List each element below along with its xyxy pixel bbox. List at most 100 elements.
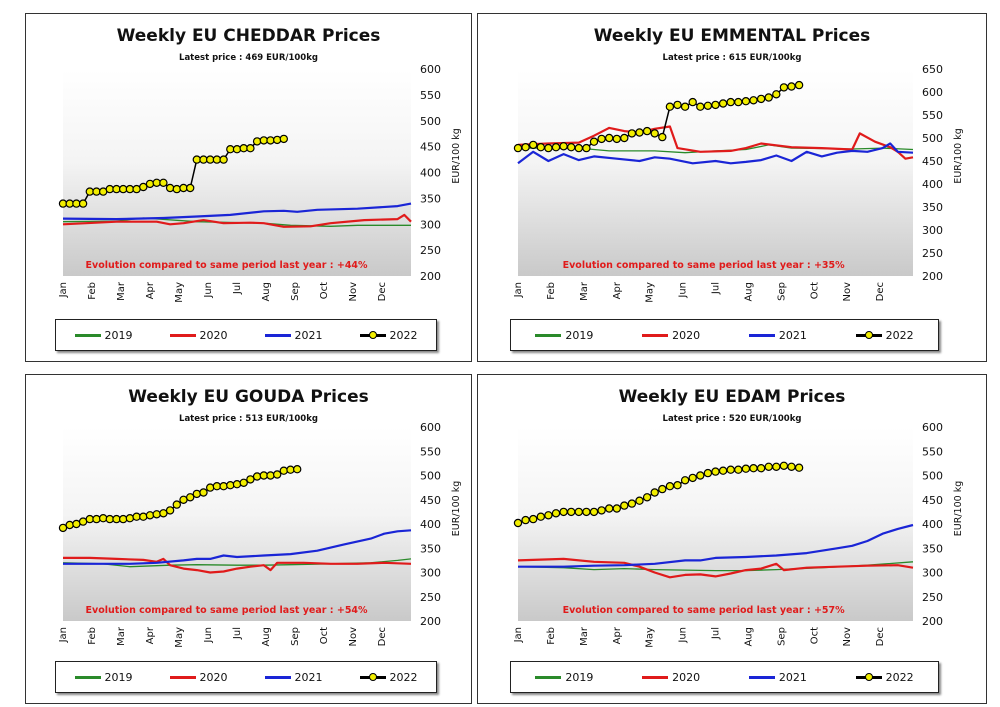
x-tick-label: Nov (348, 627, 359, 647)
series-2021-line (518, 523, 914, 568)
series-2022-point (665, 102, 675, 111)
x-tick-label: Mar (579, 626, 590, 646)
legend-label: 2021 (778, 670, 807, 684)
series-2022-point (597, 506, 606, 515)
series-2022-point (764, 462, 773, 472)
series-2022-point (726, 97, 735, 107)
legend-swatch (535, 675, 562, 679)
series-2022-point (718, 466, 728, 475)
plot-area (518, 69, 913, 276)
series-2022-point (574, 143, 584, 153)
x-tick-label: Apr (612, 281, 623, 299)
series-2022-point (559, 142, 568, 151)
y-tick-label: 550 (420, 445, 441, 458)
x-tick-label: Jan (513, 627, 524, 643)
series-2022-point (559, 507, 568, 517)
legend-item-2022: 2022 (855, 329, 914, 342)
x-tick-label: Feb (546, 282, 557, 300)
series-2022-point (92, 514, 101, 524)
series-2022-point (239, 478, 248, 488)
series-2022-point (620, 133, 629, 143)
x-tick-label: Apr (612, 626, 623, 644)
y-tick-label: 200 (420, 615, 441, 628)
x-tick-label: Jun (678, 282, 689, 299)
series-2020-line (517, 125, 914, 160)
x-tick-label: Sep (776, 627, 787, 646)
legend-item-2021: 2021 (264, 329, 323, 342)
legend-swatch (359, 330, 386, 339)
series-2022-point (185, 183, 195, 193)
legend-item-2019: 2019 (74, 671, 133, 684)
series-2022-point (192, 489, 201, 499)
series-2022-point (794, 80, 804, 90)
series-2022-point (551, 509, 561, 518)
series-2022-point (680, 476, 690, 485)
y-tick-label: 600 (420, 421, 441, 434)
y-tick-label: 250 (420, 591, 441, 604)
series-2022-point (252, 472, 262, 481)
series-2022-point (658, 132, 667, 142)
series-2022-point (673, 100, 682, 110)
series-2022-point (529, 514, 538, 524)
legend-swatch (642, 333, 669, 337)
x-tick-label: Jul (711, 282, 722, 295)
legend-swatch (535, 333, 562, 337)
chart-panel-3: Weekly EU GOUDA Prices Latest price : 513… (25, 374, 472, 704)
chart-title: Weekly EU EDAM Prices (618, 387, 846, 407)
legend-swatch (74, 333, 101, 337)
y-tick-label: 450 (922, 494, 943, 507)
y-tick-label: 200 (922, 270, 943, 283)
chart-panel-2: Weekly EU EMMENTAL Prices Latest price : … (477, 13, 987, 362)
y-tick-label: 300 (420, 567, 441, 580)
x-tick-label: Sep (290, 282, 301, 301)
legend-item-2020: 2020 (169, 671, 228, 684)
series-2022-point (286, 465, 295, 474)
x-tick-label: Dec (875, 627, 886, 646)
series-2022-point (665, 481, 675, 491)
series-2022-point (232, 479, 242, 489)
x-tick-label: Jan (58, 282, 69, 298)
series-2022-point (696, 102, 705, 111)
x-tick-label: May (174, 282, 185, 303)
x-tick-label: Jul (711, 627, 722, 640)
legend-swatch (855, 330, 882, 339)
series-2022-point (551, 142, 561, 152)
legend-swatch (748, 333, 775, 337)
series-2022-point (521, 515, 530, 525)
series-2022-point (226, 480, 235, 490)
series-2022-point (165, 183, 175, 193)
y-tick-label: 250 (922, 591, 943, 604)
y-tick-label: 500 (420, 115, 441, 128)
series-2022-point (688, 97, 697, 107)
legend-label: 2022 (389, 670, 418, 684)
legend-label: 2019 (565, 328, 594, 342)
evolution-annotation: Evolution compared to same period last y… (563, 605, 846, 616)
legend-label: 2019 (565, 670, 594, 684)
x-tick-label: Jul (232, 282, 243, 295)
series-2022-point (293, 464, 302, 474)
series-2020-line (63, 556, 412, 574)
legend-item-2021: 2021 (264, 671, 323, 684)
x-tick-label: May (645, 627, 656, 648)
series-2022-point (145, 179, 155, 189)
series-2022-point (642, 126, 652, 136)
chart-panel-4: Weekly EU EDAM Prices Latest price : 520 … (477, 374, 987, 704)
chart-subtitle: Latest price : 513 EUR/100kg (179, 414, 318, 424)
y-tick-label: 400 (922, 518, 943, 531)
series-2022-point (779, 83, 789, 92)
series-2022-point (627, 499, 637, 508)
chart-svg: 200 250 300 350 400 450 500 550 600 EUR/100 kg Jan… (58, 421, 462, 648)
series-2022-point (252, 137, 262, 146)
series-2022-point (145, 511, 155, 520)
series-2022-point (139, 182, 148, 192)
legend-label: 2022 (389, 328, 418, 342)
legend-swatch (169, 675, 196, 679)
y-tick-label: 300 (420, 218, 441, 231)
y-tick-label: 500 (922, 132, 943, 145)
legend: 2019 2020 2021 2022 (510, 661, 939, 693)
y-tick-label: 550 (922, 109, 943, 122)
series-2022-point (266, 136, 275, 145)
legend-swatch (359, 672, 386, 681)
series-2022-point (159, 509, 168, 518)
series-2021-line (62, 202, 412, 221)
